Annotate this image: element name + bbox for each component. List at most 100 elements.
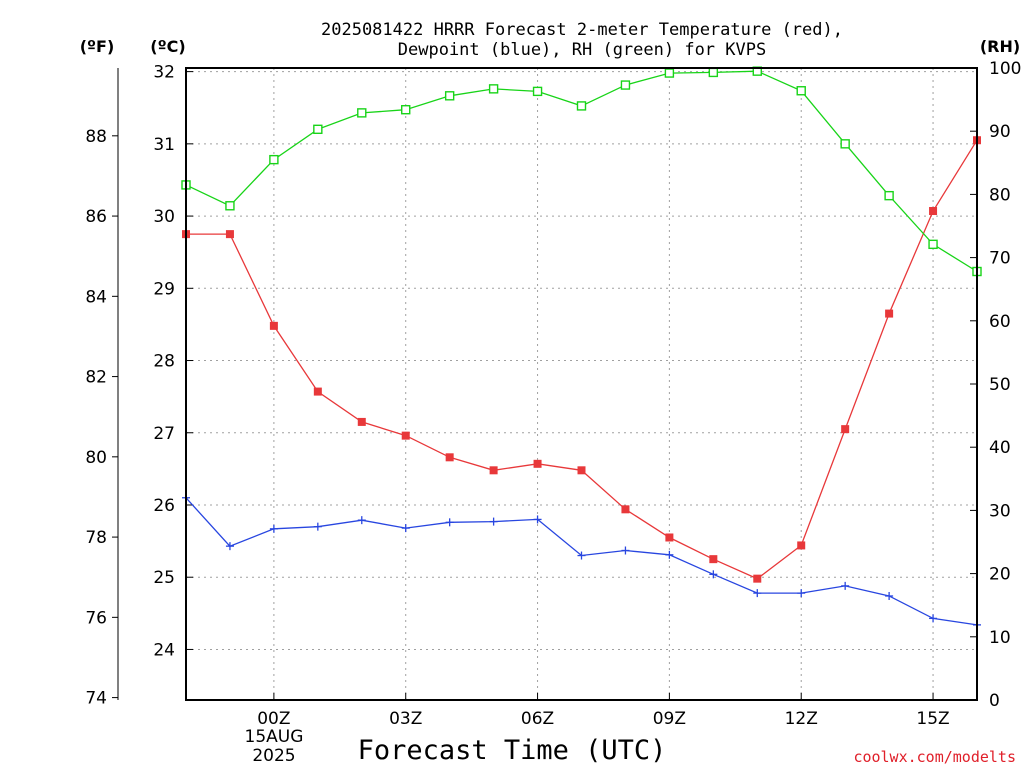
dewpoint-point — [225, 542, 234, 551]
f-tick-label: 86 — [85, 207, 107, 227]
dewpoint-point — [841, 581, 850, 590]
temperature-point — [753, 574, 762, 583]
rh-point — [488, 84, 499, 94]
rh-tick-label: 40 — [989, 438, 1011, 458]
temperature-point — [401, 431, 410, 440]
dewpoint-point — [797, 589, 806, 598]
fahrenheit-unit-label: (ºF) — [80, 37, 115, 56]
temperature-point — [885, 309, 894, 318]
dewpoint-series-line — [185, 497, 978, 626]
rh-point — [225, 201, 235, 211]
temperature-point — [841, 425, 850, 434]
rh-point — [840, 139, 850, 149]
dewpoint-point — [269, 524, 278, 533]
temperature-point — [621, 505, 630, 514]
dewpoint-point — [621, 546, 630, 555]
temperature-point — [929, 207, 938, 216]
temperature-point — [489, 466, 498, 475]
c-tick-label: 26 — [153, 496, 175, 516]
chart-title-line2: Dewpoint (blue), RH (green) for KVPS — [398, 40, 766, 60]
dewpoint-point — [489, 517, 498, 526]
celsius-unit-label: (ºC) — [150, 37, 185, 56]
temperature-point — [445, 453, 454, 462]
rh-tick-label: 60 — [989, 312, 1011, 332]
x-tick-label: 03Z — [389, 709, 422, 729]
x-tick-label: 06Z — [521, 709, 554, 729]
rh-tick-label: 90 — [989, 122, 1011, 142]
rh-tick-label: 30 — [989, 501, 1011, 521]
f-tick-label: 74 — [85, 689, 107, 709]
temperature-point — [269, 321, 278, 330]
dewpoint-point — [577, 551, 586, 560]
plot-frame — [185, 67, 978, 701]
f-tick-label: 88 — [85, 127, 107, 147]
c-tick-label: 28 — [153, 352, 175, 372]
c-tick-label: 31 — [153, 135, 175, 155]
x-axis-label: Forecast Time (UTC) — [358, 735, 667, 766]
axis-layer: 00Z 03Z 06Z 09Z 12Z 15Z 24 25 26 27 28 29 30 31 32 74 76… — [85, 59, 1021, 729]
date-label-day: 15AUG — [245, 727, 304, 747]
c-tick-label: 24 — [153, 640, 175, 660]
temperature-point — [577, 466, 586, 475]
rh-point — [357, 108, 367, 118]
rh-point — [664, 68, 675, 78]
rh-point — [401, 105, 411, 115]
rh-tick-label: 20 — [989, 565, 1011, 585]
rh-unit-label: (RH) — [980, 37, 1020, 56]
dewpoint-point — [929, 614, 938, 623]
rh-point — [269, 154, 279, 165]
rh-point — [620, 80, 631, 90]
rh-tick-label: 80 — [989, 185, 1011, 205]
dewpoint-point — [753, 589, 762, 598]
rh-point — [884, 190, 894, 201]
temperature-point — [533, 459, 542, 468]
c-tick-label: 30 — [153, 207, 175, 227]
dewpoint-point — [401, 524, 410, 533]
temperature-point — [225, 230, 234, 239]
dewpoint-point — [885, 591, 894, 600]
series-layer — [181, 66, 982, 629]
x-tick-label: 09Z — [653, 709, 686, 729]
f-tick-label: 82 — [85, 368, 107, 388]
credit-text: coolwx.com/modelts — [853, 748, 1016, 766]
rh-point — [928, 239, 938, 250]
c-tick-label: 29 — [153, 279, 175, 299]
dewpoint-point — [709, 570, 718, 579]
rh-tick-label: 70 — [989, 249, 1011, 269]
rh-point — [444, 91, 455, 101]
rh-point — [796, 86, 806, 96]
c-tick-label: 25 — [153, 568, 175, 588]
temperature-series-line — [186, 139, 978, 580]
dewpoint-point — [357, 516, 366, 525]
x-tick-label: 12Z — [785, 709, 818, 729]
rh-point — [313, 124, 323, 135]
rh-tick-label: 0 — [989, 691, 1000, 711]
f-tick-label: 76 — [85, 608, 107, 628]
f-tick-label: 80 — [85, 448, 107, 468]
temperature-point — [797, 541, 806, 550]
rh-point — [532, 86, 543, 97]
rh-point — [576, 101, 587, 111]
temperature-point — [357, 417, 366, 426]
dewpoint-point — [533, 515, 542, 524]
c-tick-label: 32 — [153, 63, 175, 83]
chart-title-line1: 2025081422 HRRR Forecast 2-meter Tempera… — [321, 20, 843, 40]
temperature-point — [709, 555, 718, 564]
dewpoint-point — [313, 522, 322, 531]
rh-tick-label: 50 — [989, 375, 1011, 395]
dewpoint-point — [445, 518, 454, 527]
grid-layer — [186, 68, 977, 700]
x-tick-label: 00Z — [257, 709, 290, 729]
c-tick-label: 27 — [153, 424, 175, 444]
temperature-point — [313, 387, 322, 396]
rh-tick-label: 10 — [989, 628, 1011, 648]
temperature-point — [665, 533, 674, 542]
rh-tick-label: 100 — [989, 59, 1021, 79]
date-label-year: 2025 — [252, 746, 295, 766]
f-tick-label: 84 — [85, 287, 107, 307]
f-tick-label: 78 — [85, 528, 107, 548]
x-tick-label: 15Z — [916, 709, 949, 729]
dewpoint-point — [665, 550, 674, 559]
rh-point — [708, 67, 719, 78]
